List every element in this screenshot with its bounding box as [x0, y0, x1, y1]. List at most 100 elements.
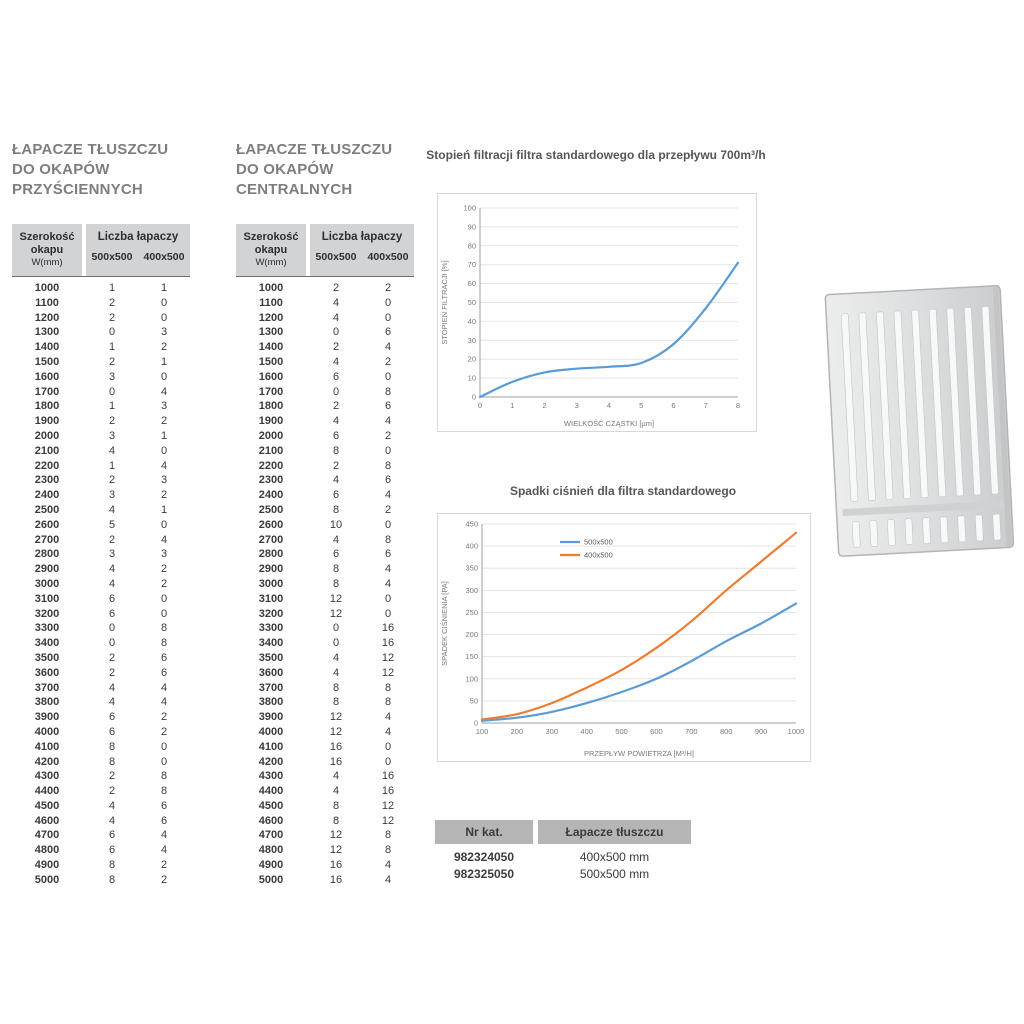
y-tick-label: 100	[465, 674, 478, 683]
table-row: 4000 12 4	[236, 725, 414, 740]
hood-width-label: Szerokość okapu	[243, 231, 299, 256]
table-header: Szerokość okapu W(mm) Liczba łapaczy 500…	[12, 224, 190, 277]
trap-count-value: 2	[384, 282, 392, 294]
table-row: 1500 2 1	[12, 355, 190, 370]
hood-width-value: 3100	[258, 592, 284, 605]
title-line: DO OKAPÓW	[12, 161, 110, 178]
trap-count-value: 8	[332, 696, 340, 709]
hood-width-value: 2400	[34, 489, 60, 502]
table-row: 2400 3 2	[12, 488, 190, 503]
trap-count-value: 4	[384, 563, 392, 576]
trap-count-value: 1	[108, 341, 116, 354]
trap-count-value: 12	[329, 725, 343, 738]
catalog-table-rows: 982324050 400x500 mm 982325050 500x500 mm	[435, 849, 691, 883]
trap-count-value: 4	[332, 355, 340, 368]
filter-slats	[840, 305, 1002, 548]
table-row: 3200 6 0	[12, 607, 190, 622]
hood-width-value: 2500	[258, 503, 284, 516]
trap-count-value: 0	[160, 755, 168, 768]
x-tick-label: 2	[542, 401, 546, 410]
hood-width-value: 4600	[34, 814, 60, 827]
table-row: 1200 4 0	[236, 311, 414, 326]
filter-slat-bottom	[922, 517, 931, 545]
trap-count-value: 8	[332, 681, 340, 694]
table-row: 4600 8 12	[236, 814, 414, 829]
wall-hood-table: ŁAPACZE TŁUSZCZU DO OKAPÓW PRZYŚCIENNYCH…	[12, 140, 190, 888]
trap-count-value: 3	[108, 489, 116, 502]
hood-width-value: 1700	[258, 385, 284, 398]
table-row: 4900 16 4	[236, 858, 414, 873]
x-tick-label: 400	[580, 727, 593, 736]
x-tick-label: 3	[575, 401, 579, 410]
table-row: 1000 2 2	[236, 281, 414, 296]
table-row: 2900 8 4	[236, 562, 414, 577]
table-row: 3700 4 4	[12, 681, 190, 696]
x-tick-label: 200	[511, 727, 524, 736]
trap-count-value: 2	[108, 474, 116, 487]
hood-width-value: 2600	[258, 518, 284, 531]
hood-width-value: 1300	[34, 326, 60, 339]
trap-count-value: 8	[108, 740, 116, 753]
trap-count-value: 6	[160, 799, 168, 812]
filter-slat-bottom	[974, 514, 984, 542]
table-row: 4900 8 2	[12, 858, 190, 873]
trap-count-value: 2	[332, 459, 340, 472]
trap-count-value: 4	[108, 696, 116, 709]
filter-rail	[842, 500, 1006, 517]
table-row: 1400 2 4	[236, 340, 414, 355]
trap-count-value: 0	[384, 518, 392, 531]
hood-width-value: 3500	[34, 651, 60, 664]
trap-count-value: 8	[108, 755, 116, 768]
hood-width-value: 2700	[258, 533, 284, 546]
hood-width-value: 3700	[34, 681, 60, 694]
filter-slat-bottom	[904, 518, 914, 546]
trap-count-value: 4	[332, 651, 340, 664]
trap-count-value: 2	[160, 859, 168, 872]
hood-width-value: 4300	[34, 770, 60, 783]
y-tick-label: 20	[468, 355, 476, 364]
hood-width-value: 2900	[34, 563, 60, 576]
y-tick-label: 40	[468, 317, 476, 326]
hood-width-value: 2000	[34, 429, 60, 442]
x-tick-label: 500	[615, 727, 628, 736]
trap-count-value: 4	[332, 415, 340, 428]
table-row: 3300 0 16	[236, 621, 414, 636]
col-500x500-label: 500x500	[315, 251, 357, 263]
trap-count-value: 6	[160, 651, 168, 664]
hood-width-value: 4100	[258, 740, 284, 753]
hood-width-value: 3200	[34, 607, 60, 620]
trap-count-value: 0	[160, 740, 168, 753]
hood-width-value: 4700	[258, 829, 284, 842]
table-row: 3300 0 8	[12, 621, 190, 636]
hood-width-value: 3800	[34, 696, 60, 709]
trap-count-value: 8	[332, 563, 340, 576]
trap-count-value: 1	[160, 282, 168, 294]
hood-width-value: 4400	[258, 785, 284, 798]
trap-count-value: 6	[108, 592, 116, 605]
hood-width-value: 3100	[34, 592, 60, 605]
hood-width-value: 4500	[258, 799, 284, 812]
trap-count-value: 8	[384, 385, 392, 398]
legend-label: 400x500	[584, 551, 613, 560]
hood-width-value: 2700	[34, 533, 60, 546]
trap-count-value: 4	[384, 873, 392, 886]
hood-width-value: 3400	[34, 637, 60, 650]
y-tick-label: 70	[468, 260, 476, 269]
catalog-row: 982325050 500x500 mm	[435, 866, 691, 883]
table-row: 1900 4 4	[236, 414, 414, 429]
y-tick-label: 30	[468, 336, 476, 345]
filter-slat	[893, 310, 911, 500]
table-row: 2800 6 6	[236, 547, 414, 562]
table-row: 1800 2 6	[236, 399, 414, 414]
trap-count-value: 8	[332, 444, 340, 457]
hood-width-value: 4000	[258, 725, 284, 738]
hood-width-value: 2100	[34, 444, 60, 457]
hood-width-header: Szerokość okapu W(mm)	[12, 224, 82, 276]
catalog-size: 400x500 mm	[579, 850, 650, 864]
trap-count-value: 0	[384, 311, 392, 324]
catalog-number: 982324050	[453, 850, 515, 864]
y-tick-label: 80	[468, 241, 476, 250]
trap-count-value: 0	[384, 296, 392, 309]
wall-table-title: ŁAPACZE TŁUSZCZU DO OKAPÓW PRZYŚCIENNYCH	[12, 140, 190, 200]
